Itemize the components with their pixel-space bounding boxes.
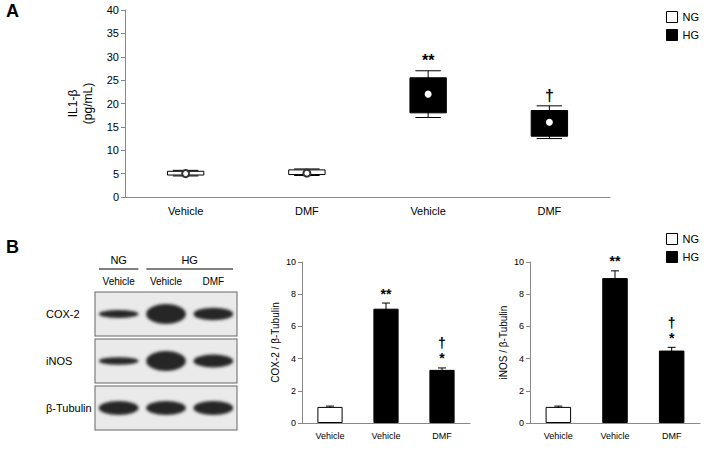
svg-text:0: 0 bbox=[519, 418, 524, 428]
svg-text:4: 4 bbox=[291, 354, 296, 364]
svg-text:Vehicle: Vehicle bbox=[168, 205, 203, 217]
svg-text:β-Tubulin: β-Tubulin bbox=[46, 402, 92, 414]
svg-text:Vehicle: Vehicle bbox=[103, 276, 136, 287]
svg-text:6: 6 bbox=[519, 321, 524, 331]
svg-text:15: 15 bbox=[107, 121, 119, 133]
svg-text:NG: NG bbox=[683, 233, 700, 245]
svg-text:†: † bbox=[545, 87, 554, 104]
svg-text:(pg/mL): (pg/mL) bbox=[81, 83, 95, 124]
svg-text:10: 10 bbox=[286, 257, 296, 267]
svg-text:0: 0 bbox=[291, 418, 296, 428]
svg-text:**: ** bbox=[381, 286, 392, 302]
svg-text:Vehicle: Vehicle bbox=[410, 205, 445, 217]
svg-text:†: † bbox=[668, 315, 676, 331]
svg-text:40: 40 bbox=[107, 4, 119, 16]
svg-text:COX-2 / β-Tubulin: COX-2 / β-Tubulin bbox=[270, 302, 281, 382]
svg-text:Vehicle: Vehicle bbox=[371, 431, 400, 441]
svg-text:2: 2 bbox=[519, 386, 524, 396]
svg-text:DMF: DMF bbox=[295, 205, 319, 217]
svg-text:35: 35 bbox=[107, 27, 119, 39]
svg-text:25: 25 bbox=[107, 74, 119, 86]
svg-text:Vehicle: Vehicle bbox=[150, 276, 183, 287]
svg-text:4: 4 bbox=[519, 354, 524, 364]
svg-text:COX-2: COX-2 bbox=[46, 308, 80, 320]
svg-text:6: 6 bbox=[291, 321, 296, 331]
svg-text:10: 10 bbox=[514, 257, 524, 267]
svg-text:†: † bbox=[438, 335, 446, 351]
svg-text:A: A bbox=[6, 1, 19, 21]
svg-text:NG: NG bbox=[110, 254, 127, 266]
svg-text:HG: HG bbox=[181, 254, 198, 266]
svg-text:**: ** bbox=[422, 52, 435, 69]
svg-text:10: 10 bbox=[107, 144, 119, 156]
svg-text:DMF: DMF bbox=[202, 276, 224, 287]
svg-text:20: 20 bbox=[107, 98, 119, 110]
svg-text:Vehicle: Vehicle bbox=[544, 431, 573, 441]
svg-text:iNOS: iNOS bbox=[46, 355, 72, 367]
svg-text:HG: HG bbox=[683, 251, 700, 263]
svg-text:**: ** bbox=[610, 253, 621, 269]
svg-text:0: 0 bbox=[113, 191, 119, 203]
svg-text:*: * bbox=[669, 330, 675, 346]
svg-text:30: 30 bbox=[107, 51, 119, 63]
svg-text:DMF: DMF bbox=[537, 205, 561, 217]
svg-text:DMF: DMF bbox=[432, 431, 452, 441]
svg-text:8: 8 bbox=[291, 289, 296, 299]
svg-text:IL1-β: IL1-β bbox=[66, 90, 80, 118]
svg-text:HG: HG bbox=[683, 29, 700, 41]
svg-text:2: 2 bbox=[291, 386, 296, 396]
svg-text:DMF: DMF bbox=[662, 431, 682, 441]
svg-text:Vehicle: Vehicle bbox=[600, 431, 629, 441]
svg-text:*: * bbox=[439, 350, 445, 366]
svg-text:8: 8 bbox=[519, 289, 524, 299]
svg-text:Vehicle: Vehicle bbox=[315, 431, 344, 441]
svg-text:iNOS / β-Tubulin: iNOS / β-Tubulin bbox=[498, 306, 509, 380]
svg-text:NG: NG bbox=[683, 11, 700, 23]
svg-text:B: B bbox=[6, 237, 19, 257]
svg-text:5: 5 bbox=[113, 168, 119, 180]
